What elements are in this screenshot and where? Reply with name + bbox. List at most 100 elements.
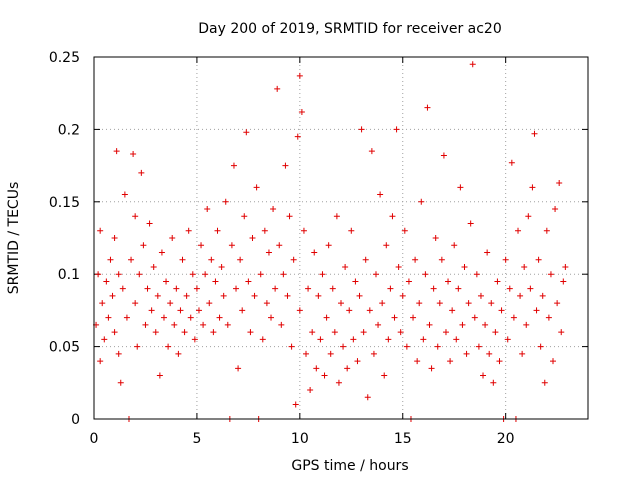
data-point [340, 343, 347, 350]
data-point [300, 227, 307, 234]
data-point [101, 336, 108, 343]
data-point [463, 350, 470, 357]
y-tick-label: 0.1 [58, 267, 80, 283]
data-point [473, 271, 480, 278]
data-point [490, 379, 497, 386]
data-point [148, 307, 155, 314]
data-point [529, 184, 536, 191]
data-point [123, 314, 130, 321]
data-point [140, 242, 147, 249]
data-point [346, 307, 353, 314]
data-point [253, 184, 260, 191]
data-point [171, 321, 178, 328]
data-point [290, 256, 297, 263]
data-point [181, 329, 188, 336]
data-point [445, 278, 452, 285]
data-point [492, 329, 499, 336]
data-point [362, 256, 369, 263]
data-point [471, 314, 478, 321]
data-point [515, 227, 522, 234]
data-point [426, 321, 433, 328]
data-point [224, 321, 231, 328]
data-point [309, 329, 316, 336]
data-point [424, 104, 431, 111]
data-points [93, 61, 569, 422]
data-point [335, 379, 342, 386]
data-point [436, 300, 443, 307]
data-point [99, 300, 106, 307]
data-point [467, 220, 474, 227]
data-point [465, 300, 472, 307]
data-point [475, 343, 482, 350]
data-point [245, 278, 252, 285]
data-point [401, 227, 408, 234]
data-point [292, 401, 299, 408]
data-point [105, 314, 112, 321]
x-tick-label: 15 [394, 431, 412, 447]
data-point [344, 365, 351, 372]
data-point [368, 148, 375, 155]
data-point [449, 307, 456, 314]
data-point [418, 198, 425, 205]
data-point [547, 271, 554, 278]
data-point [218, 263, 225, 270]
data-point [128, 256, 135, 263]
data-point [198, 242, 205, 249]
data-point [428, 365, 435, 372]
data-point [132, 300, 139, 307]
data-point [319, 271, 326, 278]
data-point [212, 278, 219, 285]
data-point [272, 285, 279, 292]
data-point [356, 292, 363, 299]
data-point [214, 227, 221, 234]
data-point [150, 263, 157, 270]
data-point [313, 365, 320, 372]
data-point [208, 256, 215, 263]
data-point [381, 372, 388, 379]
data-point [434, 343, 441, 350]
data-point [239, 307, 246, 314]
data-point [189, 271, 196, 278]
data-point [554, 300, 561, 307]
data-point [531, 130, 538, 137]
data-point [177, 307, 184, 314]
y-tick-label: 0 [71, 412, 80, 428]
data-point [550, 358, 557, 365]
data-point [453, 336, 460, 343]
data-point [95, 271, 102, 278]
data-point [510, 314, 517, 321]
data-point [461, 263, 468, 270]
data-point [280, 271, 287, 278]
data-point [152, 329, 159, 336]
data-point [202, 271, 209, 278]
data-point [348, 227, 355, 234]
data-point [298, 109, 305, 116]
data-point [138, 169, 145, 176]
data-point [241, 213, 248, 220]
data-point [325, 242, 332, 249]
data-point [486, 350, 493, 357]
x-tick-label: 10 [291, 431, 309, 447]
data-point [222, 198, 229, 205]
data-point [389, 213, 396, 220]
data-point [364, 394, 371, 401]
gridlines [94, 57, 588, 419]
y-tick-label: 0.05 [49, 340, 80, 356]
data-point [230, 162, 237, 169]
data-point [251, 292, 258, 299]
data-point [562, 263, 569, 270]
data-point [508, 159, 515, 166]
data-point [169, 235, 176, 241]
data-point [477, 292, 484, 299]
y-tick-label: 0.2 [58, 122, 80, 138]
data-point [480, 372, 487, 379]
data-point [399, 292, 406, 299]
data-point [469, 61, 476, 68]
data-point [545, 314, 552, 321]
data-point [163, 278, 170, 285]
data-point [317, 336, 324, 343]
data-point [233, 285, 240, 292]
data-point [523, 321, 530, 328]
data-point [173, 285, 180, 292]
data-point [103, 278, 110, 285]
